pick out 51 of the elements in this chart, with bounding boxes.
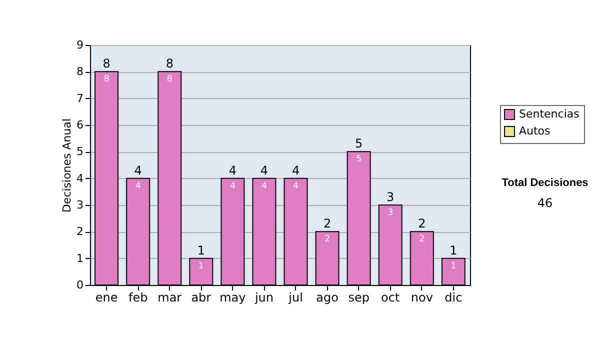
x-tick-label: dic (444, 290, 462, 304)
legend-label: Sentencias (519, 108, 580, 120)
y-tick-label: 1 (76, 252, 84, 265)
y-tick-label: 7 (76, 92, 84, 105)
data-label: 4 (261, 181, 268, 192)
total-label: 1 (450, 243, 458, 258)
y-tick-label: 0 (76, 278, 84, 292)
y-tick-label: 3 (76, 198, 84, 212)
x-tick-label: mar (158, 290, 182, 304)
total-label: 4 (260, 163, 268, 178)
data-label: 8 (166, 74, 173, 85)
data-label: 4 (292, 181, 299, 192)
total-label: 4 (228, 163, 237, 178)
y-tick-label: 9 (76, 38, 84, 52)
y-tick-label: 4 (76, 172, 84, 185)
x-tick-label: nov (410, 290, 433, 304)
total-label: 5 (355, 136, 363, 151)
data-label: 1 (450, 261, 456, 272)
data-label: 2 (324, 234, 330, 245)
data-label: 3 (388, 208, 394, 218)
total-label: 4 (292, 163, 300, 178)
total-label: 8 (102, 56, 110, 71)
x-tick-label: jul (288, 290, 303, 304)
y-tick-label: 8 (76, 65, 84, 78)
x-tick-label: jun (254, 290, 274, 304)
x-tick-label: feb (128, 290, 148, 304)
x-tick-label: ene (95, 290, 118, 304)
data-label: 8 (104, 74, 110, 85)
y-tick-label: 6 (76, 118, 84, 132)
total-label: 2 (418, 216, 426, 231)
text: Total Decisiones (502, 177, 588, 189)
x-tick-label: oct (381, 290, 400, 304)
data-label: 1 (198, 261, 204, 272)
y-tick-label: 2 (76, 225, 84, 238)
data-label: 4 (135, 181, 142, 192)
data-label: 5 (356, 154, 362, 165)
text: 46 (537, 196, 553, 210)
y-tick-label: 5 (76, 145, 84, 158)
x-tick-label: may (220, 290, 246, 304)
total-label: 4 (134, 163, 142, 178)
x-tick-label: sep (348, 290, 370, 304)
legend-label: Autos (519, 124, 551, 138)
total-label: 1 (197, 243, 205, 258)
x-tick-label: ago (316, 290, 338, 304)
data-label: 4 (230, 181, 236, 192)
total-label: 3 (386, 190, 394, 204)
y-axis-title: Decisiones Anual (60, 118, 74, 213)
x-tick-label: abr (191, 290, 212, 304)
data-label: 2 (419, 234, 425, 245)
total-label: 2 (323, 216, 332, 231)
total-label: 8 (166, 56, 174, 71)
